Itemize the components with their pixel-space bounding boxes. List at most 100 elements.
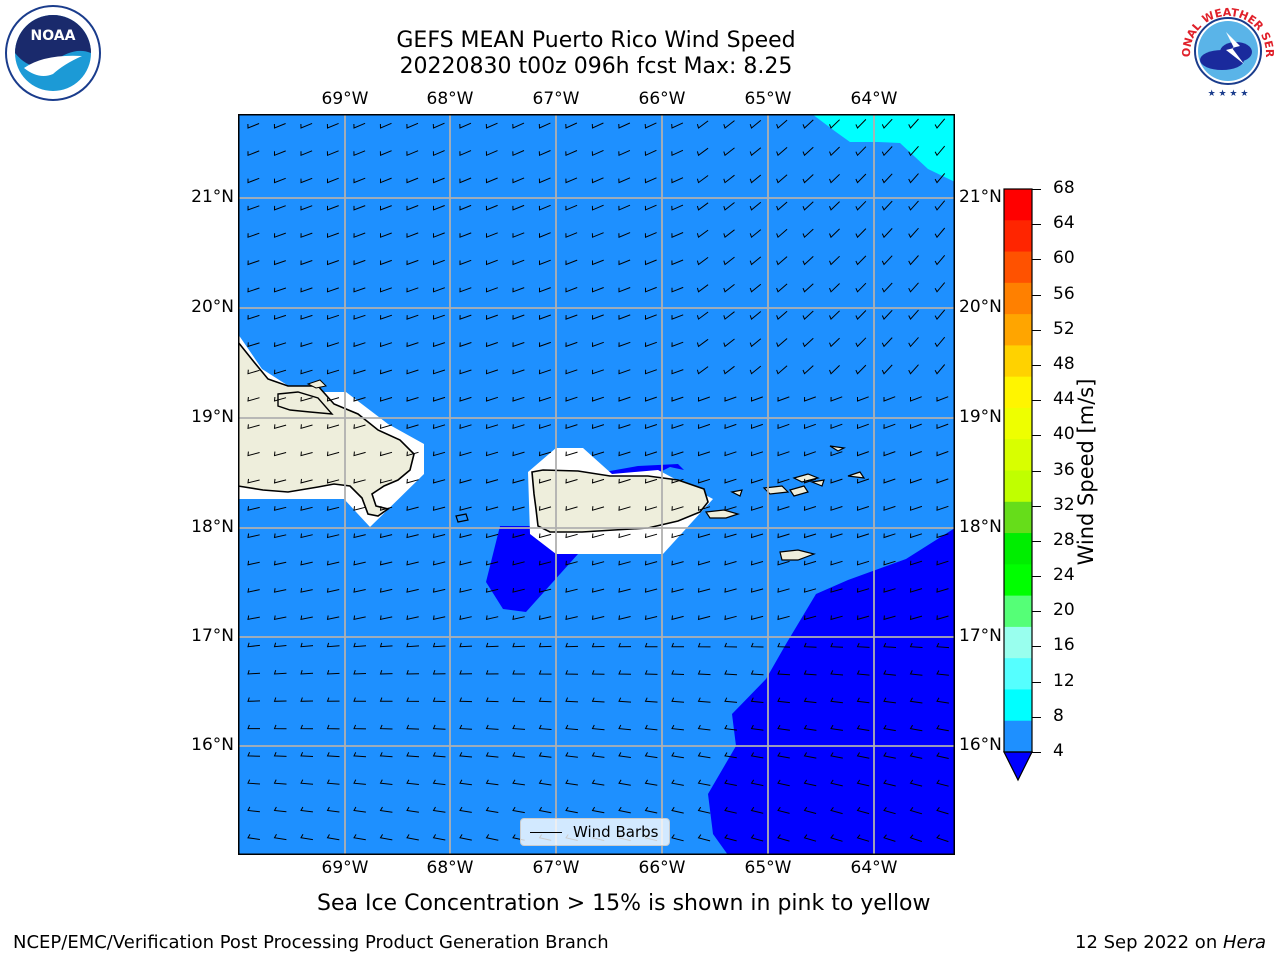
wind-barb xyxy=(432,424,446,429)
wind-barb xyxy=(512,752,525,758)
wind-barb xyxy=(644,806,658,814)
wind-barb xyxy=(855,282,867,293)
wind-barb xyxy=(565,150,578,157)
wind-barb xyxy=(247,642,260,648)
wind-barb xyxy=(724,724,737,731)
wind-barb xyxy=(591,314,604,320)
lon-label-bottom-4: 66°W xyxy=(638,858,686,878)
colorbar-cell xyxy=(1004,658,1032,690)
wind-barb xyxy=(247,451,260,457)
wind-barb xyxy=(749,338,762,348)
wind-barb xyxy=(856,451,869,457)
wind-barb xyxy=(881,228,893,239)
wind-barb xyxy=(724,697,738,703)
wind-barb xyxy=(802,283,814,293)
wind-barb xyxy=(538,506,552,511)
wind-barb xyxy=(909,834,923,842)
wind-barb xyxy=(273,342,287,348)
wind-barb xyxy=(380,232,392,238)
wind-barb xyxy=(247,287,260,293)
wind-barb xyxy=(618,506,631,511)
wind-barb xyxy=(565,451,578,457)
wind-barb xyxy=(538,779,552,786)
wind-barb xyxy=(830,807,843,815)
wind-barb xyxy=(353,342,366,348)
wind-barb xyxy=(379,259,392,266)
wind-barb xyxy=(565,642,579,648)
wind-barb xyxy=(724,834,737,842)
wind-barb xyxy=(644,232,657,238)
wind-barb xyxy=(273,834,287,841)
lat-label-right-6: 16°N xyxy=(959,735,1002,755)
wind-barb xyxy=(353,314,366,320)
wind-barb xyxy=(830,506,843,511)
wind-barb xyxy=(353,724,367,730)
wind-barb xyxy=(750,834,764,842)
wind-barb xyxy=(697,615,711,621)
lon-label-top-3: 67°W xyxy=(532,89,580,109)
wind-barb xyxy=(697,834,711,842)
footer-host: Hera xyxy=(1222,932,1266,953)
wind-barb xyxy=(856,615,870,621)
wind-barb xyxy=(353,615,366,621)
wind-barb xyxy=(512,806,525,814)
colorbar-tick-label: 32 xyxy=(1053,494,1075,515)
wind-barb xyxy=(273,670,287,675)
wind-barb xyxy=(300,779,314,785)
wind-barb xyxy=(591,697,605,703)
colorbar-tick-label: 28 xyxy=(1053,529,1075,550)
wind-barb xyxy=(406,670,420,675)
wind-barb xyxy=(433,232,445,238)
wind-barb xyxy=(829,365,840,375)
wind-barb xyxy=(829,146,840,157)
wind-barb xyxy=(379,424,393,429)
wind-barb xyxy=(750,396,763,402)
wind-barb xyxy=(671,478,684,484)
wind-barb xyxy=(830,697,843,704)
wind-barb xyxy=(883,451,896,457)
wind-barb xyxy=(671,369,684,375)
wind-barb xyxy=(750,670,764,676)
wind-barb xyxy=(856,670,870,676)
colorbar-tick-label: 40 xyxy=(1053,424,1075,445)
wind-barb xyxy=(618,314,631,320)
wind-barb xyxy=(909,560,923,566)
wind-barb xyxy=(803,451,816,457)
wind-barb xyxy=(273,697,287,702)
noaa-logo: NOAA xyxy=(4,4,102,102)
wind-barb xyxy=(644,752,658,759)
wind-barb xyxy=(856,533,870,539)
wind-barb xyxy=(300,260,313,266)
colorbar-label: Wind Speed [m/s] xyxy=(1074,378,1098,566)
wind-barb xyxy=(883,779,896,787)
wind-barb xyxy=(273,724,287,730)
wind-barb xyxy=(936,396,949,402)
colorbar-tick-mark xyxy=(1032,400,1041,402)
legend-label: Wind Barbs xyxy=(573,823,659,841)
wind-barb xyxy=(300,615,313,621)
wind-barb xyxy=(830,670,844,676)
wind-barb xyxy=(591,149,604,157)
wind-barb xyxy=(273,752,287,757)
wind-barb xyxy=(327,205,339,211)
wind-barb xyxy=(485,752,499,758)
wind-barb xyxy=(644,177,657,184)
wind-barb xyxy=(512,670,525,675)
wind-barb xyxy=(565,232,578,238)
wind-barb xyxy=(829,201,840,211)
wind-barb xyxy=(908,145,919,157)
wind-barb xyxy=(459,560,472,566)
colorbar-cell xyxy=(1004,626,1032,659)
wind-barb xyxy=(881,364,893,375)
wind-barb xyxy=(485,396,499,402)
wind-barb xyxy=(909,807,923,815)
wind-barb xyxy=(432,314,445,320)
wind-barb xyxy=(936,752,949,759)
wind-barb xyxy=(247,806,260,813)
wind-barb xyxy=(353,506,366,511)
land-vieques xyxy=(704,509,741,519)
wind-barb xyxy=(273,588,287,593)
wind-barb xyxy=(406,232,419,238)
wind-barb xyxy=(459,369,472,375)
land-st-croix xyxy=(779,549,817,561)
